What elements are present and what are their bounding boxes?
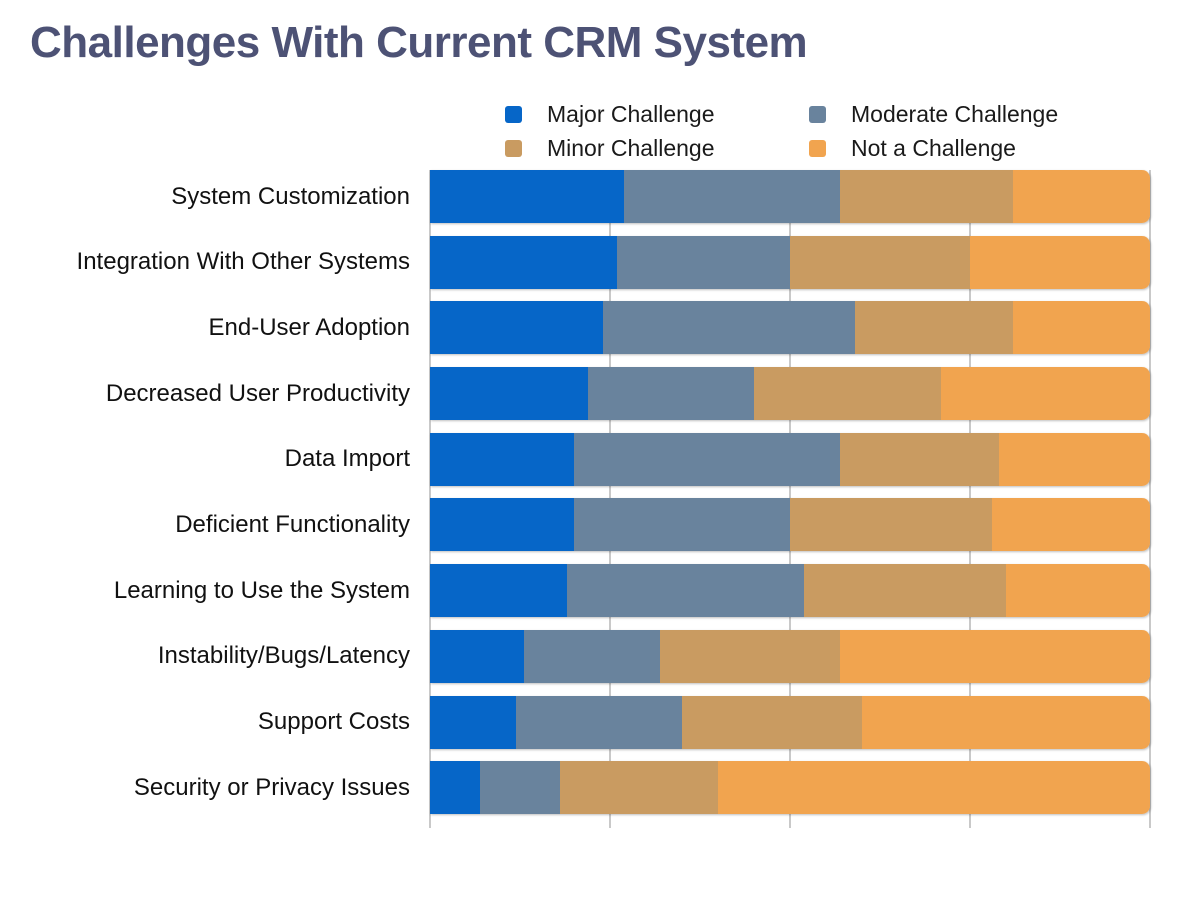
- stacked-bar: [430, 564, 1150, 618]
- bar-segment-moderate-challenge: [624, 170, 841, 223]
- bar-segment-moderate-challenge: [574, 498, 790, 552]
- row-label: Security or Privacy Issues: [133, 773, 410, 801]
- bar-segment-major-challenge: [430, 301, 603, 355]
- bar-segment-moderate-challenge: [588, 367, 754, 421]
- bar-row-decreased-user-productivity: Decreased User Productivity: [0, 367, 1200, 433]
- stacked-bar: [430, 498, 1150, 552]
- bar-segment-not-a-challenge: [991, 498, 1150, 552]
- bar-row-end-user-adoption: End-User Adoption: [0, 301, 1200, 367]
- label-bar-gap: [410, 367, 430, 420]
- label-bar-gap: [410, 498, 430, 551]
- bar-rows: System Customization Integration With Oth…: [0, 170, 1200, 827]
- row-label: End-User Adoption: [208, 313, 410, 341]
- bar-row-support-costs: Support Costs: [0, 695, 1200, 762]
- bar-row-security-or-privacy-issues: Security or Privacy Issues: [0, 761, 1200, 827]
- legend-swatch-minor-challenge: [505, 139, 522, 157]
- bar-segment-minor-challenge: [559, 761, 718, 815]
- bar-segment-major-challenge: [430, 629, 524, 683]
- label-bar-gap: [410, 301, 430, 354]
- bar-segment-major-challenge: [430, 367, 589, 421]
- bar-segment-moderate-challenge: [480, 761, 560, 815]
- label-bar-gap: [410, 696, 430, 749]
- bar-row-data-import: Data Import: [0, 432, 1200, 499]
- row-label: Decreased User Productivity: [105, 379, 410, 407]
- label-bar-gap: [410, 564, 430, 617]
- chart: System Customization Integration With Oth…: [0, 170, 1200, 870]
- row-label: Integration With Other Systems: [76, 248, 410, 276]
- bar-segment-not-a-challenge: [717, 761, 1150, 815]
- bar-row-deficient-functionality: Deficient Functionality: [0, 498, 1200, 564]
- bar-segment-minor-challenge: [789, 235, 970, 289]
- stacked-bar: [430, 629, 1150, 683]
- bar-segment-major-challenge: [430, 170, 625, 223]
- legend-item-moderate-challenge: Moderate Challenge: [809, 97, 1058, 131]
- bar-segment-moderate-challenge: [566, 564, 805, 618]
- bar-segment-minor-challenge: [790, 498, 992, 552]
- stacked-bar: [430, 301, 1150, 355]
- row-label: Deficient Functionality: [175, 510, 410, 538]
- stacked-bar: [430, 761, 1150, 815]
- bar-segment-major-challenge: [430, 761, 481, 815]
- bar-segment-major-challenge: [430, 432, 574, 486]
- legend-swatch-major-challenge: [505, 105, 522, 123]
- bar-segment-not-a-challenge: [861, 695, 1150, 749]
- label-bar-gap: [410, 761, 430, 814]
- bar-segment-major-challenge: [430, 235, 618, 289]
- bar-segment-moderate-challenge: [602, 301, 855, 355]
- label-bar-gap: [410, 170, 430, 223]
- bar-row-instability-bugs-latency: Instability/Bugs/Latency: [0, 629, 1200, 696]
- bar-segment-minor-challenge: [753, 367, 942, 421]
- bar-segment-minor-challenge: [854, 301, 1014, 355]
- row-label: Learning to Use the System: [113, 576, 410, 604]
- bar-row-integration-with-other-systems: Integration With Other Systems: [0, 235, 1200, 302]
- label-bar-gap: [410, 630, 430, 683]
- bar-segment-not-a-challenge: [969, 235, 1150, 289]
- stacked-bar: [430, 367, 1150, 421]
- bar-segment-minor-challenge: [660, 629, 841, 683]
- bar-segment-moderate-challenge: [574, 432, 841, 486]
- row-label: Data Import: [284, 445, 410, 473]
- bar-segment-not-a-challenge: [941, 367, 1150, 421]
- legend-item-minor-challenge: Minor Challenge: [505, 131, 809, 165]
- chart-legend: Major Challenge Moderate Challenge Minor C…: [505, 97, 1058, 165]
- legend-swatch-not-a-challenge: [809, 139, 826, 157]
- bar-segment-major-challenge: [430, 695, 517, 749]
- legend-label: Minor Challenge: [547, 134, 715, 161]
- gridline: [1149, 170, 1151, 828]
- bar-segment-moderate-challenge: [617, 235, 790, 289]
- stacked-bar: [430, 432, 1150, 486]
- bar-segment-moderate-challenge: [523, 629, 661, 683]
- label-bar-gap: [410, 433, 430, 486]
- bar-segment-minor-challenge: [804, 564, 1006, 618]
- legend-swatch-moderate-challenge: [809, 105, 826, 123]
- bar-segment-minor-challenge: [681, 695, 862, 749]
- legend-item-major-challenge: Major Challenge: [505, 97, 809, 131]
- bar-segment-moderate-challenge: [516, 695, 682, 749]
- stacked-bar: [430, 235, 1150, 289]
- bar-segment-minor-challenge: [840, 432, 999, 486]
- label-bar-gap: [410, 236, 430, 289]
- bar-segment-not-a-challenge: [840, 629, 1150, 683]
- bar-segment-major-challenge: [430, 498, 574, 552]
- bar-row-system-customization: System Customization: [0, 170, 1200, 236]
- row-label: Support Costs: [257, 708, 410, 735]
- legend-label: Moderate Challenge: [851, 100, 1059, 127]
- row-label: System Customization: [171, 182, 410, 210]
- bar-segment-not-a-challenge: [998, 432, 1150, 486]
- bar-segment-not-a-challenge: [1005, 564, 1150, 618]
- stacked-bar: [430, 695, 1150, 749]
- row-label: Instability/Bugs/Latency: [157, 642, 410, 670]
- page-title: Challenges With Current CRM System: [30, 18, 808, 67]
- bar-segment-minor-challenge: [840, 170, 1014, 223]
- bar-row-learning-to-use-the-system: Learning to Use the System: [0, 564, 1200, 630]
- stacked-bar: [430, 170, 1150, 223]
- legend-label: Not a Challenge: [851, 134, 1016, 161]
- bar-segment-not-a-challenge: [1013, 170, 1150, 223]
- bar-segment-not-a-challenge: [1013, 301, 1150, 355]
- bar-segment-major-challenge: [430, 564, 567, 618]
- legend-label: Major Challenge: [547, 100, 715, 127]
- legend-item-not-a-challenge: Not a Challenge: [809, 131, 1058, 165]
